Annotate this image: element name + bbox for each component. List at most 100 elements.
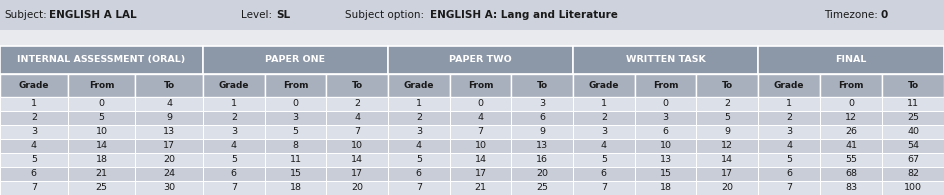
Bar xyxy=(634,153,697,167)
Text: From: From xyxy=(89,81,114,90)
Bar xyxy=(512,111,573,125)
Bar xyxy=(758,139,820,153)
Text: From: From xyxy=(467,81,494,90)
Text: 13: 13 xyxy=(660,155,671,164)
Bar xyxy=(573,167,634,181)
Bar xyxy=(0,30,944,46)
Bar xyxy=(68,97,135,111)
Bar xyxy=(135,167,203,181)
Text: 2: 2 xyxy=(354,99,361,108)
Text: 7: 7 xyxy=(786,183,792,192)
Text: SL: SL xyxy=(277,10,291,20)
Text: 13: 13 xyxy=(536,141,548,150)
Text: 3: 3 xyxy=(31,127,37,136)
Bar xyxy=(758,97,820,111)
Text: 7: 7 xyxy=(478,127,483,136)
Bar xyxy=(634,167,697,181)
Bar xyxy=(449,139,512,153)
Text: 82: 82 xyxy=(907,169,919,178)
Bar xyxy=(68,74,135,97)
Bar xyxy=(634,125,697,139)
Bar xyxy=(68,153,135,167)
Text: To: To xyxy=(163,81,175,90)
Text: 6: 6 xyxy=(663,127,668,136)
Bar xyxy=(327,153,388,167)
Text: 13: 13 xyxy=(163,127,176,136)
Bar xyxy=(264,125,327,139)
Text: 16: 16 xyxy=(536,155,548,164)
Bar xyxy=(882,167,944,181)
Bar xyxy=(327,181,388,195)
Bar xyxy=(203,139,264,153)
Bar xyxy=(758,125,820,139)
Bar xyxy=(758,74,820,97)
Bar xyxy=(135,111,203,125)
Bar xyxy=(135,153,203,167)
Bar xyxy=(327,125,388,139)
Text: From: From xyxy=(838,81,864,90)
Text: 20: 20 xyxy=(721,183,733,192)
Text: 1: 1 xyxy=(600,99,607,108)
Text: 4: 4 xyxy=(230,141,237,150)
Bar xyxy=(135,181,203,195)
Text: 6: 6 xyxy=(31,169,37,178)
Text: ENGLISH A LAL: ENGLISH A LAL xyxy=(49,10,137,20)
Bar xyxy=(573,97,634,111)
Bar xyxy=(573,153,634,167)
Text: 3: 3 xyxy=(293,113,298,122)
Text: 100: 100 xyxy=(904,183,922,192)
Bar xyxy=(264,74,327,97)
Text: From: From xyxy=(652,81,679,90)
Text: 4: 4 xyxy=(600,141,607,150)
Bar xyxy=(264,111,327,125)
Bar xyxy=(135,97,203,111)
Text: 10: 10 xyxy=(660,141,671,150)
Bar xyxy=(573,46,758,74)
Text: 4: 4 xyxy=(415,141,422,150)
Text: PAPER ONE: PAPER ONE xyxy=(265,55,326,65)
Text: 7: 7 xyxy=(600,183,607,192)
Text: Grade: Grade xyxy=(774,81,804,90)
Bar xyxy=(758,181,820,195)
Text: 5: 5 xyxy=(786,155,792,164)
Text: 9: 9 xyxy=(724,127,731,136)
Text: 9: 9 xyxy=(166,113,172,122)
Bar xyxy=(634,111,697,125)
Bar xyxy=(0,0,944,30)
Text: 8: 8 xyxy=(293,141,298,150)
Bar xyxy=(327,111,388,125)
Bar xyxy=(203,74,264,97)
Text: 0: 0 xyxy=(478,99,483,108)
Bar xyxy=(0,111,68,125)
Bar xyxy=(820,181,882,195)
Bar xyxy=(203,125,264,139)
Text: 25: 25 xyxy=(95,183,108,192)
Bar xyxy=(573,74,634,97)
Text: 12: 12 xyxy=(845,113,857,122)
Text: 1: 1 xyxy=(230,99,237,108)
Bar xyxy=(327,97,388,111)
Bar xyxy=(882,181,944,195)
Text: 14: 14 xyxy=(351,155,363,164)
Text: 4: 4 xyxy=(354,113,361,122)
Text: 83: 83 xyxy=(845,183,857,192)
Bar xyxy=(697,97,758,111)
Bar xyxy=(512,139,573,153)
Text: 4: 4 xyxy=(478,113,483,122)
Bar xyxy=(882,97,944,111)
Text: 5: 5 xyxy=(230,155,237,164)
Text: Grade: Grade xyxy=(404,81,434,90)
Text: Timezone:: Timezone: xyxy=(824,10,878,20)
Text: 7: 7 xyxy=(354,127,361,136)
Bar xyxy=(0,153,68,167)
Bar xyxy=(512,167,573,181)
Text: 3: 3 xyxy=(663,113,668,122)
Bar xyxy=(449,125,512,139)
Text: 41: 41 xyxy=(845,141,857,150)
Bar xyxy=(388,111,449,125)
Text: 5: 5 xyxy=(31,155,37,164)
Text: Subject:: Subject: xyxy=(5,10,47,20)
Bar xyxy=(820,139,882,153)
Bar xyxy=(264,139,327,153)
Bar xyxy=(882,74,944,97)
